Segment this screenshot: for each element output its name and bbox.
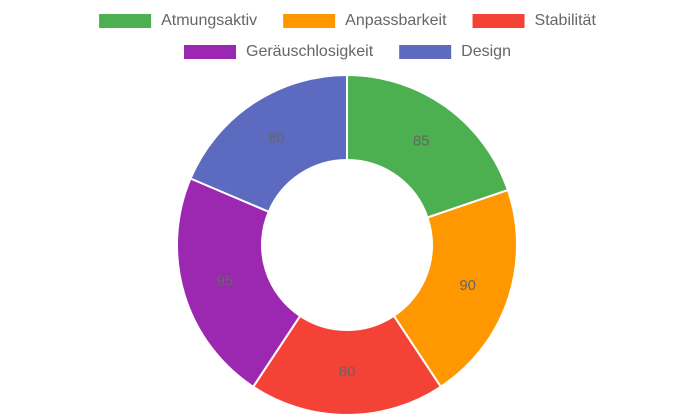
legend-label[interactable]: Geräuschlosigkeit [246,43,374,60]
donut-segment [346,73,510,219]
legend-swatch[interactable] [184,45,237,59]
data-label: 85 [413,132,430,149]
legend-swatch[interactable] [399,45,452,59]
data-label: 80 [339,363,356,380]
donut-segment [189,73,348,214]
data-label: 90 [459,277,476,294]
legend-label[interactable]: Stabilität [535,12,597,29]
donut-segment [176,177,302,389]
legend-label[interactable]: Atmungsaktiv [161,12,257,29]
legend-swatch[interactable] [99,14,152,28]
data-label: 95 [217,273,234,290]
donut-segment [251,314,443,416]
legend-swatch[interactable] [283,14,336,28]
donut-segment [392,188,518,389]
legend-label[interactable]: Anpassbarkeit [345,12,447,29]
legend-label[interactable]: Design [461,43,511,60]
data-label: 80 [268,130,285,147]
legend-swatch[interactable] [472,14,525,28]
